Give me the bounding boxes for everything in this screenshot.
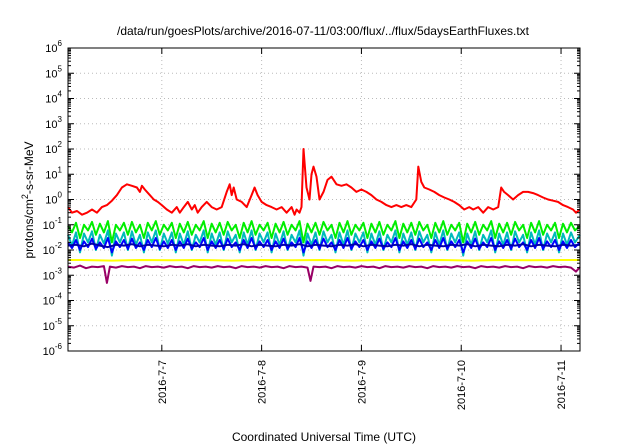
x-tick-label: 2016-7-7: [157, 360, 169, 404]
y-tick-label: 106: [45, 39, 62, 55]
y-tick-labels: 10-6 10-5 10-4 10-3 10-2 10-1 100 101 102 103 104 1…: [43, 39, 63, 358]
y-axis-label: protons/cm2-s-sr-MeV: [20, 141, 36, 258]
series-line-6: [68, 259, 580, 262]
series-line-2: [67, 220, 581, 244]
y-tick-label: 10-1: [43, 216, 63, 232]
y-tick-label: 100: [45, 191, 62, 207]
series-line-1: [67, 148, 581, 216]
x-axis-label: Coordinated Universal Time (UTC): [232, 430, 416, 444]
grid: [68, 48, 580, 351]
series-line-7: [67, 264, 581, 284]
x-tick-label: 2016-7-8: [257, 360, 269, 404]
y-tick-label: 104: [45, 90, 62, 106]
y-tick-label: 103: [45, 115, 62, 131]
x-tick-label: 2016-7-10: [456, 360, 468, 410]
series-layer: [67, 148, 581, 284]
x-tick-labels: 2016-7-7 2016-7-8 2016-7-9 2016-7-10 2016-7-…: [157, 360, 568, 410]
y-tick-label: 10-4: [43, 292, 63, 308]
x-tick-label: 2016-7-9: [356, 360, 368, 404]
chart-title: /data/run/goesPlots/archive/2016-07-11/0…: [117, 24, 530, 38]
ticks: [68, 47, 580, 352]
y-tick-label: 10-6: [43, 342, 63, 358]
y-tick-label: 102: [45, 140, 62, 156]
series-line-5: [67, 242, 581, 249]
y-tick-label: 10-2: [43, 241, 63, 257]
y-tick-label: 10-5: [43, 317, 63, 333]
y-tick-label: 101: [45, 165, 62, 181]
x-tick-label: 2016-7-11: [556, 360, 568, 409]
y-tick-label: 10-3: [43, 266, 63, 282]
y-tick-label: 105: [45, 64, 62, 80]
